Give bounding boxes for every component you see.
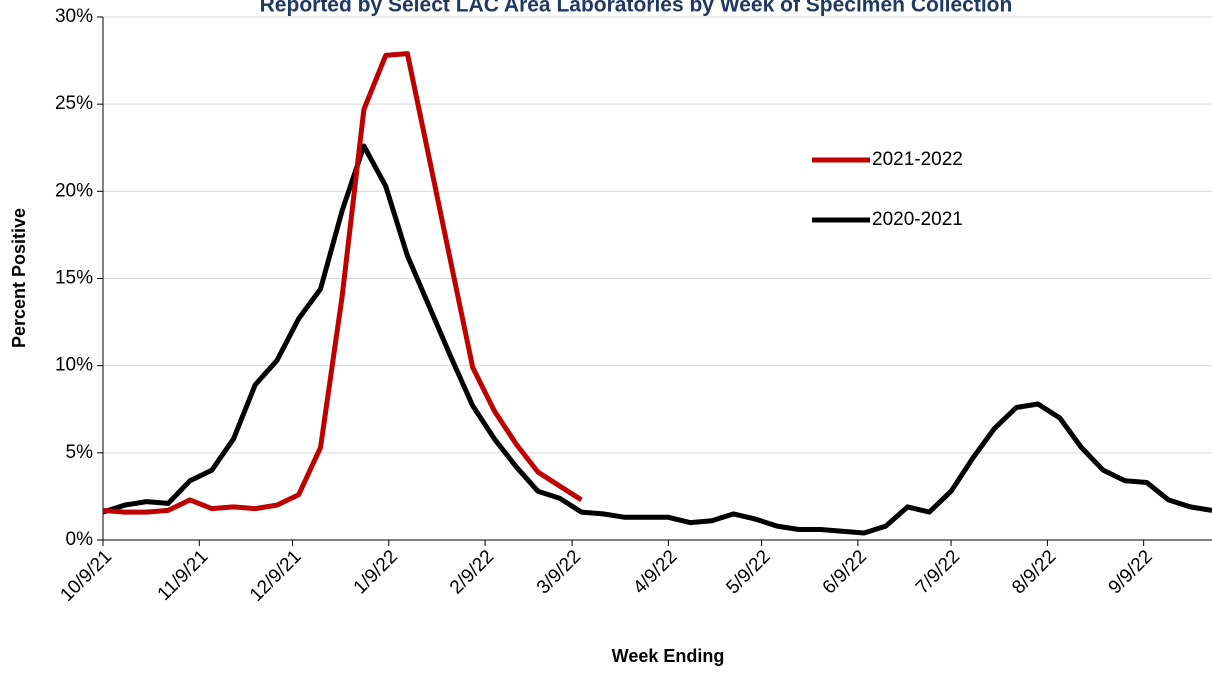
x-tick-label: 2/9/22 [446,546,498,598]
y-axis-title: Percent Positive [9,208,29,348]
series-line [102,143,1212,536]
x-tick-label: 6/9/22 [819,546,871,598]
y-tick-label: 20% [55,180,93,201]
x-tick-label: 12/9/21 [246,546,306,606]
legend-label: 2020-2021 [872,209,963,230]
y-tick-label: 25% [55,93,93,114]
x-tick-label: 9/9/22 [1105,546,1157,598]
y-tick-label: 15% [55,268,93,289]
x-tick-label: 7/9/22 [912,546,964,598]
series-line [102,51,583,515]
y-tick-label: 30% [55,6,93,27]
chart-title: Reported by Select LAC Area Laboratories… [260,0,1013,17]
y-tick-label: 0% [66,529,94,550]
x-tick-label: 11/9/21 [154,546,213,605]
x-tick-label: 8/9/22 [1008,546,1060,598]
x-tick-label: 4/9/22 [629,546,681,598]
y-tick-label: 5% [66,442,94,463]
x-tick-label: 10/9/21 [56,546,116,606]
x-axis-title: Week Ending [612,646,725,666]
y-tick-label: 10% [55,355,93,376]
x-tick-label: 3/9/22 [533,546,585,598]
x-tick-label: 5/9/22 [722,546,774,598]
x-tick-label: 1/9/22 [350,546,402,598]
legend-label: 2021-2022 [872,149,963,170]
